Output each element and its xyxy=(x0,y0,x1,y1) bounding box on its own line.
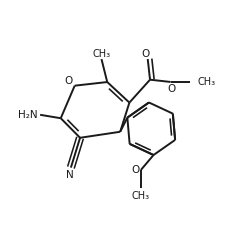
Text: O: O xyxy=(131,164,139,174)
Text: O: O xyxy=(142,49,150,58)
Text: O: O xyxy=(65,76,73,85)
Text: CH₃: CH₃ xyxy=(93,49,110,58)
Text: O: O xyxy=(167,83,175,93)
Text: CH₃: CH₃ xyxy=(197,76,215,86)
Text: CH₃: CH₃ xyxy=(132,190,150,200)
Text: H₂N: H₂N xyxy=(18,109,37,119)
Text: N: N xyxy=(66,169,74,179)
